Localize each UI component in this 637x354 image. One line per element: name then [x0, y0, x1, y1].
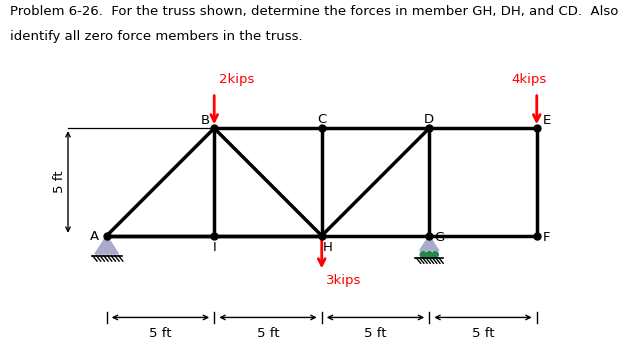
Text: C: C [317, 113, 326, 126]
Text: I: I [212, 241, 216, 254]
Circle shape [420, 252, 426, 258]
Text: D: D [424, 113, 434, 126]
Circle shape [426, 252, 433, 258]
Text: 5 ft: 5 ft [364, 327, 387, 340]
Text: identify all zero force members in the truss.: identify all zero force members in the t… [10, 30, 302, 43]
Text: 5 ft: 5 ft [149, 327, 172, 340]
Text: F: F [543, 231, 550, 244]
Text: 3kips: 3kips [326, 274, 361, 287]
Text: 2kips: 2kips [218, 73, 254, 86]
Text: E: E [542, 114, 550, 127]
Polygon shape [95, 236, 118, 254]
Polygon shape [420, 236, 439, 251]
Text: B: B [201, 114, 210, 127]
Text: H: H [323, 241, 333, 254]
Text: Problem 6-26.  For the truss shown, determine the forces in member GH, DH, and C: Problem 6-26. For the truss shown, deter… [10, 5, 618, 18]
Text: 5 ft: 5 ft [53, 171, 66, 193]
Text: 4kips: 4kips [511, 73, 546, 86]
Text: 5 ft: 5 ft [472, 327, 494, 340]
Text: G: G [434, 231, 444, 244]
Text: 5 ft: 5 ft [257, 327, 279, 340]
Text: A: A [90, 230, 99, 243]
Circle shape [433, 252, 438, 258]
